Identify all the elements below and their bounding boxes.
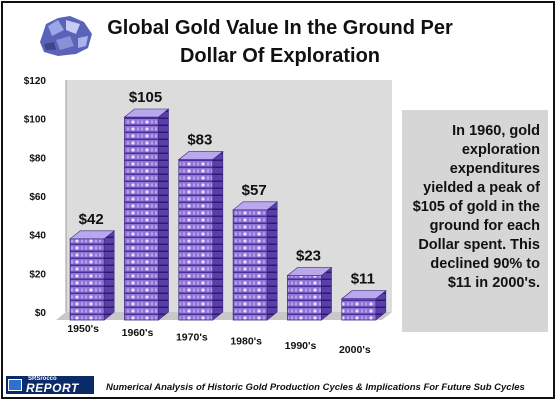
bar-front [178, 159, 214, 321]
bar-1990's: $23 1990's [285, 248, 333, 352]
x-tick-label: 1950's [67, 323, 99, 335]
footer-caption: Numerical Analysis of Historic Gold Prod… [106, 382, 525, 393]
x-tick-label: 1970's [176, 331, 208, 343]
data-label: $23 [296, 248, 321, 265]
y-tick-label: $120 [24, 76, 47, 87]
bar-top [232, 201, 279, 211]
chart-title: Global Gold Value In the Ground Per Doll… [80, 14, 480, 70]
data-label: $83 [187, 132, 212, 149]
title-line-1: Global Gold Value In the Ground Per [107, 17, 453, 39]
y-tick-label: $0 [35, 308, 47, 319]
bar-front [124, 116, 159, 321]
y-tick-label: $40 [29, 231, 46, 242]
bar-1960's: $105 1960's [122, 89, 170, 339]
data-label: $57 [242, 182, 267, 199]
x-tick-label: 2000's [339, 344, 371, 356]
bar-1980's: $57 1980's [230, 182, 279, 348]
data-label: $11 [351, 271, 375, 288]
bar-1970's: $83 1970's [176, 132, 224, 343]
y-tick-label: $80 [29, 153, 46, 164]
bar-side [321, 266, 332, 321]
logo-line-2: REPORT [26, 381, 79, 395]
bar-front [69, 238, 105, 321]
bar-1950's: $42 1950's [67, 211, 116, 335]
bar-top [286, 267, 333, 276]
srsrocco-logo: SRSrocco REPORT [6, 376, 94, 395]
y-tick-label: $20 [29, 269, 46, 280]
x-tick-label: 1980's [230, 336, 262, 348]
bar-top [69, 230, 116, 240]
back-wall [66, 80, 392, 312]
bar-front [287, 275, 322, 321]
bar-top [177, 151, 224, 160]
logo-line-1: SRSrocco [28, 376, 57, 382]
bar-top [123, 108, 170, 118]
bar-front [232, 209, 268, 321]
bar-front [341, 298, 377, 321]
x-tick-label: 1960's [122, 327, 154, 339]
bar-side [158, 108, 169, 321]
bar-2000's: $11 2000's [339, 271, 387, 356]
data-label: $105 [129, 89, 162, 106]
bar-side [212, 150, 224, 321]
y-tick-label: $100 [24, 115, 47, 126]
title-line-2: Dollar Of Exploration [179, 45, 381, 67]
logo-badge-icon [8, 379, 22, 391]
annotation-box: In 1960, gold exploration expenditures y… [402, 110, 548, 332]
x-tick-label: 1990's [285, 340, 317, 352]
bars: $42 1950's $105 1960's $83 1970's $57 1980's $23… [67, 89, 387, 356]
data-label: $42 [79, 211, 104, 228]
bar-top [340, 290, 387, 300]
bar-side [266, 201, 278, 321]
y-tick-label: $60 [29, 192, 46, 203]
bar-side [103, 230, 115, 321]
gold-ore-icon [40, 16, 92, 56]
